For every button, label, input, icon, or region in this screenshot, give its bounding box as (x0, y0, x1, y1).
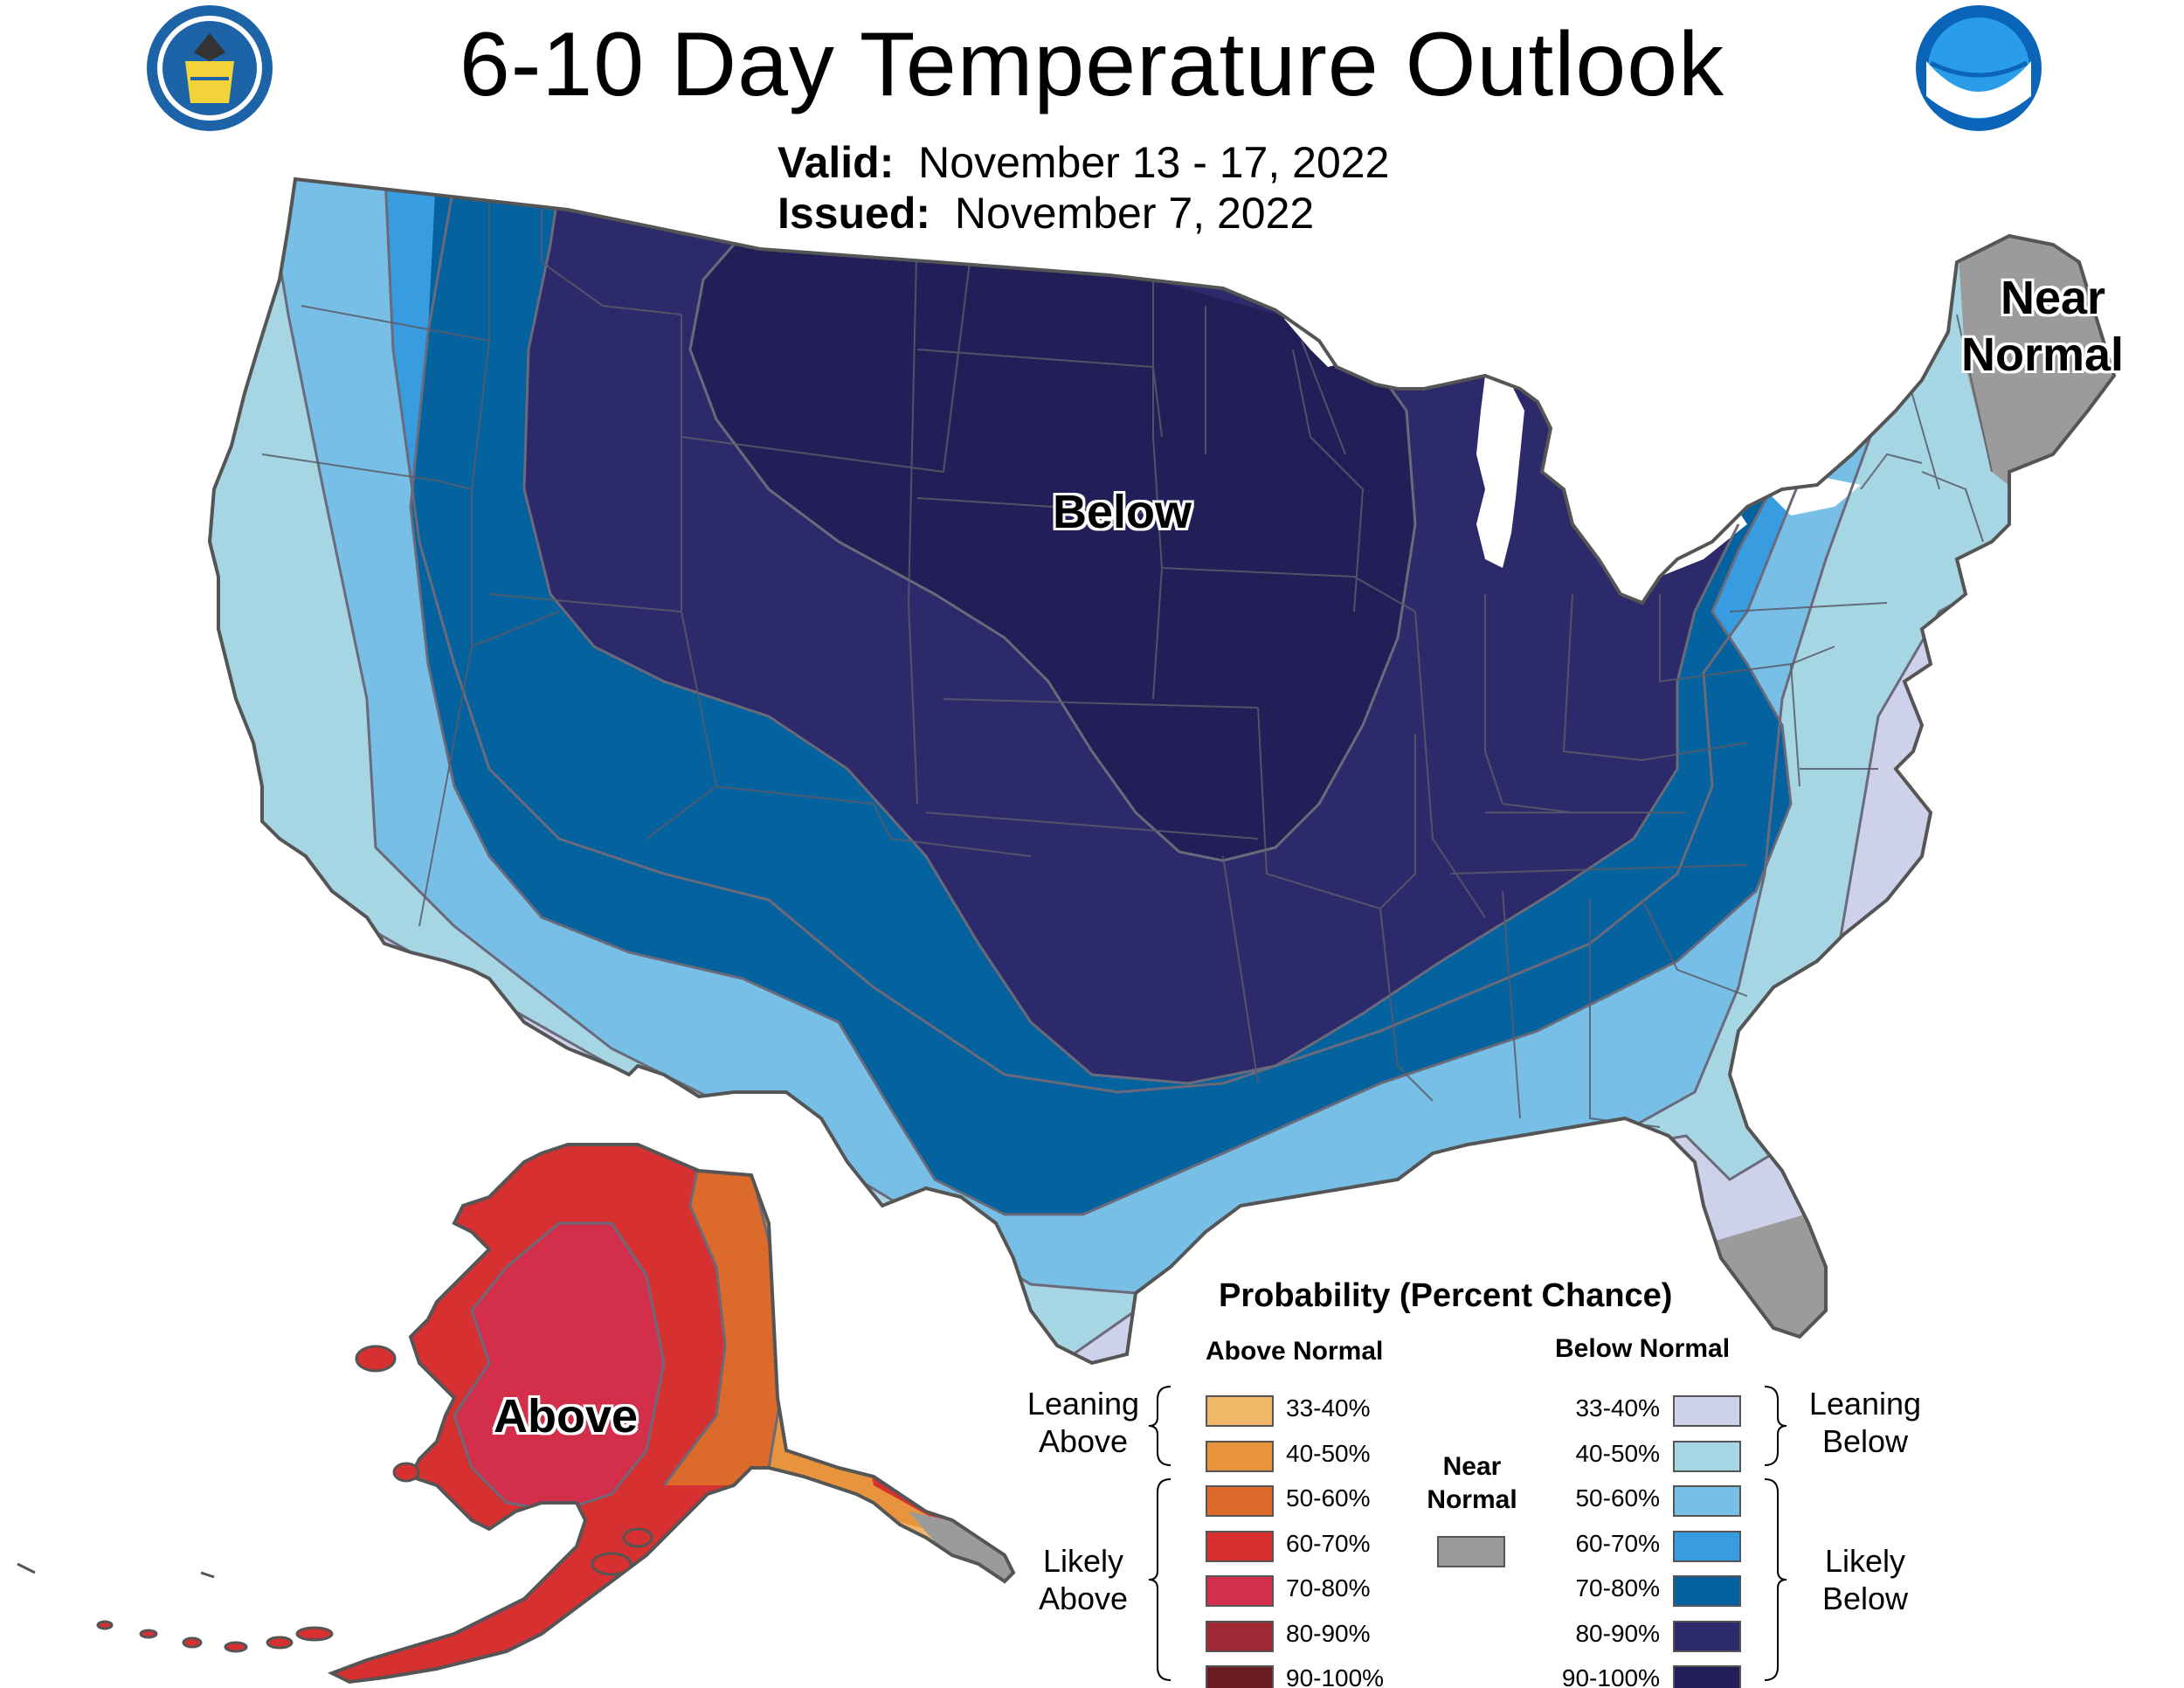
lake-huron (1572, 349, 1686, 454)
legend-above-label-1: 40-50% (1286, 1439, 1371, 1467)
near-normal-line1: Near (2000, 272, 2106, 324)
leaning-above-line2: Above (1038, 1423, 1129, 1459)
lake-michigan (1476, 376, 1524, 568)
ak-band-50-60 (664, 1162, 786, 1485)
valid-line: Valid: November 13 - 17, 2022 (778, 137, 1389, 188)
alaska-probability-bands (332, 1145, 1013, 1682)
issued-label: Issued: (778, 189, 931, 238)
legend-near-normal-swatch (1437, 1536, 1505, 1567)
likely-below-line1: Likely (1824, 1543, 1906, 1579)
near-normal-line2: Normal (1960, 329, 2125, 381)
legend-below-label-1: 40-50% (1575, 1439, 1660, 1467)
legend-above-label-0: 33-40% (1286, 1394, 1371, 1422)
map-label-above: Above (494, 1390, 639, 1442)
legend-above-label-4: 70-80% (1286, 1574, 1371, 1602)
legend-above-swatch-4 (1206, 1575, 1274, 1607)
lake-superior (1284, 288, 1503, 367)
legend-below-label-6: 90-100% (1561, 1664, 1660, 1688)
valid-value: November 13 - 17, 2022 (918, 138, 1390, 187)
legend-above-label-5: 80-90% (1286, 1619, 1371, 1647)
legend-likely-below: Likely Below (1795, 1542, 1935, 1617)
page-title: 6-10 Day Temperature Outlook (459, 14, 1725, 115)
legend-below-label-0: 33-40% (1575, 1394, 1660, 1422)
legend-leaning-below: Leaning Below (1795, 1385, 1935, 1460)
legend-above-swatch-2 (1206, 1485, 1274, 1517)
near-normal-legend-line2: Normal (1427, 1485, 1517, 1514)
legend-below-swatch-0 (1673, 1395, 1741, 1427)
legend-above-swatch-3 (1206, 1530, 1274, 1562)
department-of-commerce-seal (147, 5, 273, 131)
legend-below-label-4: 70-80% (1575, 1574, 1660, 1602)
legend-above-header: Above Normal (1206, 1337, 1384, 1366)
legend-below-swatch-6 (1673, 1665, 1741, 1688)
issued-line: Issued: November 7, 2022 (778, 188, 1314, 239)
legend-below-swatch-3 (1673, 1530, 1741, 1562)
legend-below-swatch-1 (1673, 1440, 1741, 1472)
map-label-below: Below (1053, 486, 1192, 538)
legend-above-swatch-5 (1206, 1620, 1274, 1652)
legend-title: Probability (Percent Chance) (1219, 1277, 1673, 1314)
legend-above-label-6: 90-100% (1286, 1664, 1385, 1688)
legend-above-label-3: 60-70% (1286, 1529, 1371, 1557)
legend-above-swatch-0 (1206, 1395, 1274, 1427)
leaning-below-line1: Leaning (1808, 1386, 1922, 1422)
likely-above-line1: Likely (1042, 1543, 1124, 1579)
legend-below-header: Below Normal (1555, 1334, 1731, 1363)
valid-label: Valid: (778, 138, 895, 187)
ak-band-60-70 (332, 1145, 1013, 1682)
legend-above-swatch-1 (1206, 1440, 1274, 1472)
legend-below-label-5: 80-90% (1575, 1619, 1660, 1647)
ak-band-70-80 (454, 1223, 664, 1512)
noaa-logo (1916, 5, 2042, 131)
aleutian-islands (96, 1345, 653, 1653)
brace-leaning-below (1764, 1386, 1787, 1466)
issued-value: November 7, 2022 (954, 189, 1315, 238)
legend-leaning-above: Leaning Above (1013, 1385, 1153, 1460)
legend-below-swatch-5 (1673, 1620, 1741, 1652)
map-label-near-normal-2: Normal (1946, 328, 2139, 382)
legend-below-label-2: 50-60% (1575, 1484, 1660, 1512)
map-label-near-normal: Near (1979, 271, 2127, 325)
legend-likely-above: Likely Above (1013, 1542, 1153, 1617)
legend-near-normal-label: Near Normal (1398, 1450, 1546, 1517)
conus-probability-bands (210, 179, 2114, 1363)
likely-above-line2: Above (1038, 1581, 1129, 1616)
likely-below-line2: Below (1821, 1581, 1909, 1616)
band-near-normal-florida (1686, 1206, 1835, 1363)
brace-likely-below (1764, 1478, 1787, 1681)
near-normal-legend-line1: Near (1442, 1452, 1502, 1481)
legend-above-label-2: 50-60% (1286, 1484, 1371, 1512)
brace-likely-above (1148, 1478, 1171, 1681)
brace-leaning-above (1148, 1386, 1171, 1466)
legend-below-label-3: 60-70% (1575, 1529, 1660, 1557)
legend-below-swatch-2 (1673, 1485, 1741, 1517)
legend-below-swatch-4 (1673, 1575, 1741, 1607)
leaning-above-line1: Leaning (1026, 1386, 1140, 1422)
legend-above-swatch-6 (1206, 1665, 1274, 1688)
state-boundaries (261, 201, 1993, 1128)
leaning-below-line2: Below (1821, 1423, 1909, 1459)
